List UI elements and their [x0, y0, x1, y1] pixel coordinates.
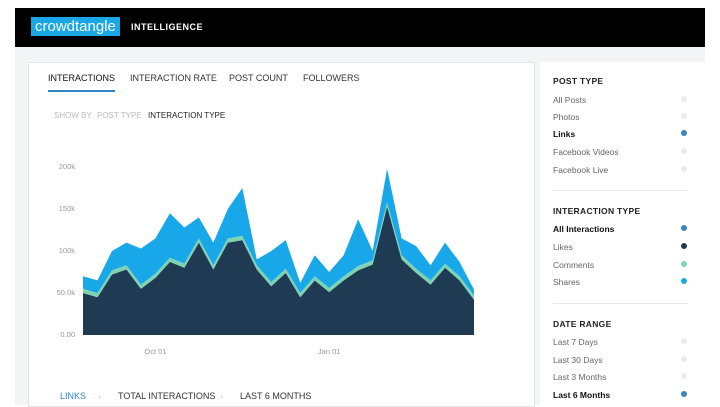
section-heading: POST TYPE — [553, 76, 604, 86]
dot — [681, 356, 687, 362]
divider — [553, 190, 688, 191]
x-tick-label: Jan 01 — [318, 347, 341, 356]
dot — [681, 225, 687, 231]
filter-item[interactable]: Last 7 Days — [553, 337, 598, 347]
show-by-option[interactable]: POST TYPE — [97, 111, 142, 120]
sidebar — [540, 62, 705, 405]
breadcrumb[interactable]: LAST 6 MONTHS — [240, 391, 312, 401]
area — [83, 206, 474, 335]
filter-item[interactable]: All Interactions — [553, 224, 615, 234]
y-tick-label: 100k — [59, 246, 76, 255]
filter-item[interactable]: Facebook Live — [553, 165, 609, 175]
filter-item[interactable]: Last 6 Months — [553, 390, 611, 400]
tab[interactable]: INTERACTION RATE — [130, 73, 217, 83]
filter-item[interactable]: Likes — [553, 242, 573, 252]
section-heading: INTERACTION TYPE — [553, 206, 641, 216]
dot — [681, 130, 687, 136]
show-by-option[interactable]: INTERACTION TYPE — [148, 111, 226, 120]
dot — [681, 113, 687, 119]
dot — [681, 338, 687, 344]
dot — [681, 278, 687, 284]
y-tick-label: 200k — [59, 162, 76, 171]
separator: › — [220, 391, 223, 401]
dot — [681, 391, 687, 397]
filter-item[interactable]: Photos — [553, 112, 580, 122]
separator: › — [98, 391, 101, 401]
y-tick-label: 0.00 — [60, 330, 75, 339]
breadcrumb[interactable]: TOTAL INTERACTIONS — [118, 391, 216, 401]
logo[interactable]: crowdtangle — [31, 17, 120, 36]
dot — [681, 373, 687, 379]
dot — [681, 148, 687, 154]
filter-item[interactable]: Links — [553, 129, 576, 139]
tab[interactable]: FOLLOWERS — [303, 73, 360, 83]
filter-item[interactable]: Comments — [553, 260, 595, 270]
area — [83, 168, 474, 296]
filter-item[interactable]: Last 3 Months — [553, 372, 607, 382]
header: crowdtangle INTELLIGENCE — [15, 8, 705, 47]
filter-item[interactable]: All Posts — [553, 95, 587, 105]
show-by-label: SHOW BY — [54, 111, 92, 120]
filter-item[interactable]: Facebook Videos — [553, 147, 619, 157]
dot — [681, 166, 687, 172]
section-heading: DATE RANGE — [553, 319, 612, 329]
y-tick-label: 50.0k — [57, 288, 76, 297]
y-tick-label: 150k — [59, 204, 76, 213]
breadcrumb[interactable]: LINKS — [60, 391, 87, 401]
tab[interactable]: POST COUNT — [229, 73, 288, 83]
dot — [681, 261, 687, 267]
x-tick-label: Oct 01 — [144, 347, 166, 356]
dot — [681, 96, 687, 102]
filter-item[interactable]: Shares — [553, 277, 580, 287]
chart-card — [28, 62, 535, 407]
filter-item[interactable]: Last 30 Days — [553, 355, 603, 365]
tab[interactable]: INTERACTIONS — [48, 73, 116, 92]
dot — [681, 243, 687, 249]
section-title: INTELLIGENCE — [131, 22, 204, 32]
divider — [553, 303, 688, 304]
